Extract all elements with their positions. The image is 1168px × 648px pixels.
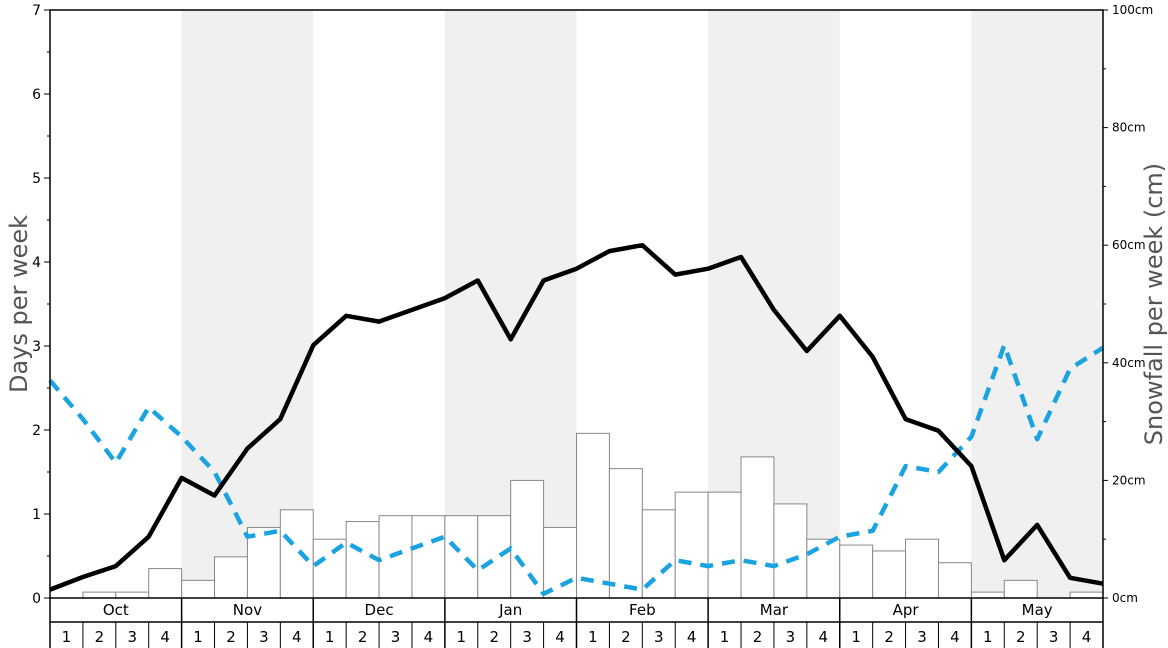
snowfall-bar <box>510 479 545 599</box>
month-label: Nov <box>233 601 262 619</box>
week-label: 4 <box>819 628 829 646</box>
snowfall-bar <box>839 544 874 599</box>
week-label: 1 <box>325 628 335 646</box>
week-label: 3 <box>654 628 664 646</box>
week-label: 3 <box>786 628 796 646</box>
snowfall-bar <box>115 591 150 599</box>
week-label: 1 <box>193 628 203 646</box>
month-label: Apr <box>893 601 920 619</box>
month-label: Mar <box>760 601 789 619</box>
snowfall-bar <box>707 491 742 599</box>
right-axis-title: Snowfall per week (cm) <box>1140 163 1168 445</box>
week-label: 3 <box>522 628 532 646</box>
week-label: 2 <box>1016 628 1026 646</box>
week-label: 2 <box>358 628 368 646</box>
month-label: Dec <box>365 601 394 619</box>
week-label: 3 <box>127 628 137 646</box>
week-label: 3 <box>917 628 927 646</box>
month-label: Jan <box>498 601 522 619</box>
week-label: 3 <box>391 628 401 646</box>
snowfall-bar <box>477 515 512 599</box>
week-label: 1 <box>457 628 467 646</box>
shade-nov <box>181 10 314 598</box>
week-label: 4 <box>292 628 302 646</box>
snowfall-bar <box>674 491 709 599</box>
left-tick-label: 2 <box>32 423 41 439</box>
week-label: 1 <box>720 628 730 646</box>
week-label: 2 <box>753 628 763 646</box>
right-tick-label: 80cm <box>1112 121 1146 135</box>
week-label: 3 <box>1049 628 1059 646</box>
week-label: 1 <box>851 628 861 646</box>
week-label: 2 <box>884 628 894 646</box>
solid-series-line <box>49 242 1104 592</box>
snowfall-bar <box>279 509 314 599</box>
month-label: Feb <box>629 601 656 619</box>
week-label: 4 <box>1082 628 1092 646</box>
snowfall-bar <box>773 503 808 599</box>
left-axis-title: Days per week <box>5 215 33 393</box>
left-tick-label: 7 <box>32 3 41 19</box>
snowfall-bar <box>576 432 610 599</box>
snowfall-bar <box>543 526 577 599</box>
week-label: 2 <box>95 628 105 646</box>
left-tick-label: 0 <box>32 591 41 607</box>
left-tick-label: 1 <box>32 507 41 523</box>
right-tick-label: 20cm <box>1112 473 1146 487</box>
snowfall-bar <box>411 515 446 599</box>
snowfall-bar <box>181 579 216 599</box>
week-label: 2 <box>226 628 236 646</box>
snowfall-bar <box>806 538 841 599</box>
month-label: May <box>1022 601 1053 619</box>
snowfall-bar <box>905 538 939 599</box>
week-label: 4 <box>555 628 565 646</box>
week-label: 4 <box>950 628 960 646</box>
week-label: 4 <box>424 628 434 646</box>
snowfall-bar <box>1069 591 1104 599</box>
right-tick-label: 60cm <box>1112 238 1146 252</box>
left-tick-label: 6 <box>32 87 41 103</box>
data-lines <box>48 242 1105 597</box>
snowfall-bar <box>1003 579 1038 599</box>
week-label: 2 <box>621 628 631 646</box>
week-label: 1 <box>983 628 993 646</box>
snowfall-bar <box>872 550 907 599</box>
dashed-series-line <box>48 342 1105 597</box>
snowfall-bar <box>82 591 117 599</box>
week-label: 2 <box>489 628 499 646</box>
shade-may <box>971 10 1103 598</box>
snowfall-bar <box>378 515 413 599</box>
month-shading <box>181 10 1103 598</box>
left-tick-label: 5 <box>32 171 41 187</box>
week-label: 4 <box>687 628 697 646</box>
snowfall-bar <box>148 568 183 599</box>
snowfall-bar <box>740 456 775 599</box>
right-tick-label: 40cm <box>1112 356 1146 370</box>
week-label: 3 <box>259 628 269 646</box>
week-label: 4 <box>160 628 170 646</box>
snowfall-bar <box>608 468 643 599</box>
left-tick-label: 4 <box>32 255 41 271</box>
axes: 0 1 2 3 4 5 6 7 0cm 20cm 40cm 60cm 80cm 100cm Oct 1 2 3 4 N… <box>32 3 1153 648</box>
week-label: 1 <box>62 628 72 646</box>
snowfall-bar <box>214 556 248 599</box>
left-tick-label: 3 <box>32 339 41 355</box>
snowfall-bar <box>970 591 1005 599</box>
snowfall-bar <box>444 515 479 599</box>
week-label: 1 <box>588 628 598 646</box>
right-tick-label: 100cm <box>1112 3 1153 17</box>
month-label: Oct <box>103 601 129 619</box>
snowfall-bar <box>937 562 972 599</box>
right-tick-label: 0cm <box>1112 591 1138 605</box>
